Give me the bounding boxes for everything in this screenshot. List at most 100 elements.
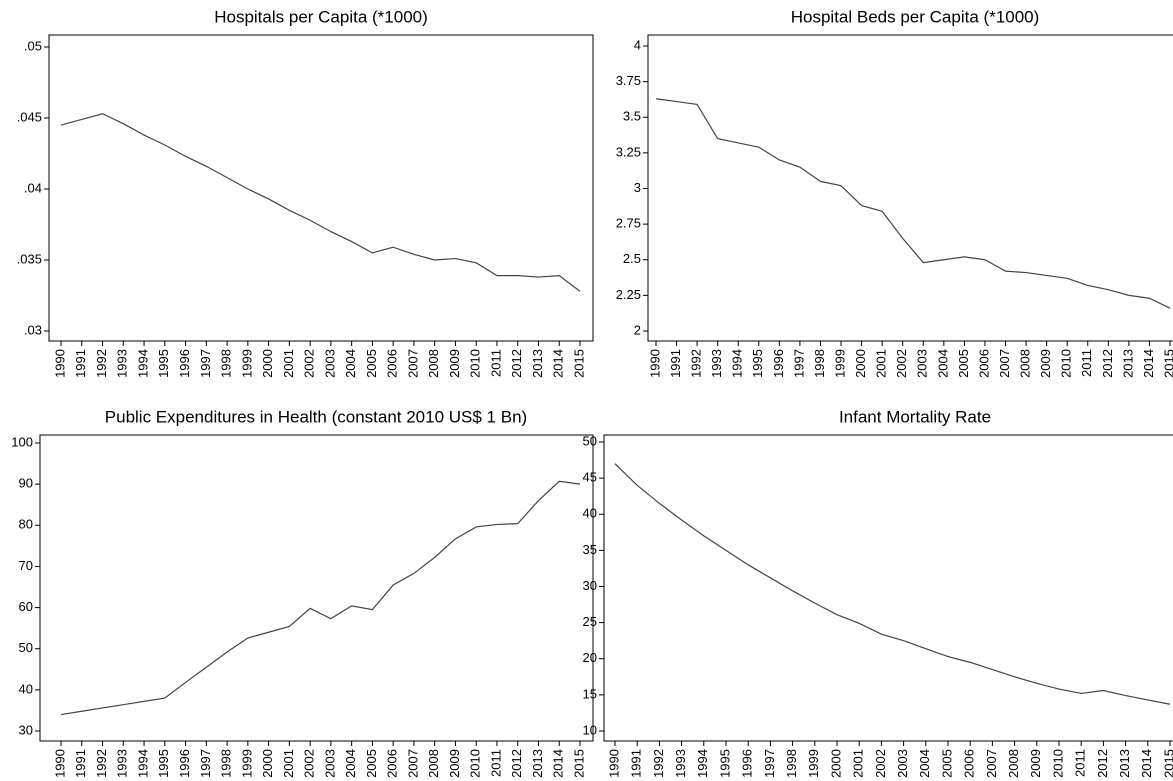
x-tick-label: 1995 bbox=[156, 749, 171, 778]
x-tick-label: 2013 bbox=[530, 349, 545, 378]
y-tick-label: 30 bbox=[19, 722, 33, 737]
y-tick-label: 2.25 bbox=[616, 287, 641, 302]
x-tick-label: 1996 bbox=[771, 349, 786, 378]
x-tick-label: 1990 bbox=[52, 349, 67, 378]
x-tick-label: 1994 bbox=[730, 349, 745, 378]
data-line bbox=[60, 113, 581, 292]
y-tick-label: 3.5 bbox=[623, 109, 641, 124]
x-tick-label: 2004 bbox=[917, 749, 932, 778]
x-tick-label: 1990 bbox=[606, 749, 621, 778]
y-tick-label: .035 bbox=[17, 251, 42, 266]
x-tick-label: 2000 bbox=[853, 349, 868, 378]
x-tick-label: 2000 bbox=[828, 749, 843, 778]
x-tick-label: 1993 bbox=[115, 349, 130, 378]
x-tick-label: 1993 bbox=[115, 749, 130, 778]
y-tick-label: .05 bbox=[24, 38, 42, 53]
x-tick-label: 2006 bbox=[385, 749, 400, 778]
x-tick-label: 1999 bbox=[806, 749, 821, 778]
x-tick-label: 2001 bbox=[874, 349, 889, 378]
x-tick-label: 1996 bbox=[177, 749, 192, 778]
x-tick-label: 2008 bbox=[426, 349, 441, 378]
chart-title: Hospital Beds per Capita (*1000) bbox=[791, 7, 1040, 26]
x-tick-label: 2009 bbox=[1028, 749, 1043, 778]
x-tick-label: 1992 bbox=[94, 749, 109, 778]
x-tick-label: 2003 bbox=[322, 749, 337, 778]
x-tick-label: 2010 bbox=[468, 749, 483, 778]
x-tick-label: 2012 bbox=[509, 349, 524, 378]
y-tick-label: 3.75 bbox=[616, 73, 641, 88]
chart-title: Public Expenditures in Health (constant … bbox=[105, 407, 527, 426]
y-tick-label: 90 bbox=[19, 476, 33, 491]
y-tick-label: 40 bbox=[583, 506, 597, 521]
x-tick-label: 1991 bbox=[668, 349, 683, 378]
x-tick-label: 2007 bbox=[984, 749, 999, 778]
y-tick-label: 70 bbox=[19, 558, 33, 573]
x-tick-label: 1998 bbox=[219, 349, 234, 378]
y-tick-label: 15 bbox=[583, 686, 597, 701]
x-tick-label: 1997 bbox=[791, 349, 806, 378]
plot-frame bbox=[39, 434, 594, 742]
y-tick-label: 10 bbox=[583, 722, 597, 737]
x-tick-label: 2006 bbox=[385, 349, 400, 378]
x-tick-label: 1999 bbox=[832, 349, 847, 378]
x-tick-label: 2005 bbox=[364, 749, 379, 778]
x-tick-label: 1994 bbox=[135, 349, 150, 378]
x-tick-label: 2001 bbox=[281, 749, 296, 778]
x-tick-label: 1992 bbox=[651, 749, 666, 778]
x-tick-label: 2011 bbox=[1079, 349, 1094, 377]
x-tick-label: 1996 bbox=[740, 749, 755, 778]
x-tick-label: 2008 bbox=[426, 749, 441, 778]
x-tick-label: 2013 bbox=[1120, 349, 1135, 378]
panel: Hospitals per Capita (*1000) .03 .035 .04 .0… bbox=[17, 7, 594, 378]
y-tick-label: 20 bbox=[583, 650, 597, 665]
x-tick-label: 2015 bbox=[1161, 749, 1173, 778]
y-tick-label: 2.5 bbox=[623, 251, 641, 266]
y-tick-label: 30 bbox=[583, 578, 597, 593]
x-tick-label: 1991 bbox=[73, 349, 88, 378]
chart-title: Infant Mortality Rate bbox=[839, 407, 991, 426]
x-tick-label: 2015 bbox=[1161, 349, 1173, 378]
y-tick-label: 60 bbox=[19, 599, 33, 614]
y-tick-label: 2.75 bbox=[616, 216, 641, 231]
x-tick-label: 2012 bbox=[1095, 749, 1110, 778]
x-tick-label: 2011 bbox=[1073, 749, 1088, 777]
plot-frame bbox=[647, 34, 1173, 342]
x-tick-label: 2006 bbox=[976, 349, 991, 378]
y-tick-label: 40 bbox=[19, 681, 33, 696]
x-tick-label: 2012 bbox=[509, 749, 524, 778]
x-tick-label: 2000 bbox=[260, 749, 275, 778]
x-tick-label: 1998 bbox=[219, 749, 234, 778]
x-tick-label: 2012 bbox=[1100, 349, 1115, 378]
x-tick-label: 1993 bbox=[673, 749, 688, 778]
x-tick-label: 2002 bbox=[873, 749, 888, 778]
x-tick-label: 1995 bbox=[717, 749, 732, 778]
y-tick-label: 3 bbox=[634, 180, 641, 195]
x-tick-label: 2011 bbox=[488, 749, 503, 777]
x-tick-label: 2008 bbox=[1018, 349, 1033, 378]
panel: Public Expenditures in Health (constant … bbox=[11, 407, 594, 778]
chart-title: Hospitals per Capita (*1000) bbox=[214, 7, 428, 26]
y-tick-label: 45 bbox=[583, 470, 597, 485]
x-tick-label: 2004 bbox=[343, 349, 358, 378]
x-tick-label: 2013 bbox=[530, 749, 545, 778]
y-tick-label: 50 bbox=[583, 433, 597, 448]
y-tick-label: 4 bbox=[634, 37, 641, 52]
data-line bbox=[60, 480, 581, 716]
x-tick-label: 1995 bbox=[750, 349, 765, 378]
x-tick-label: 2011 bbox=[488, 349, 503, 377]
x-tick-label: 1993 bbox=[709, 349, 724, 378]
x-tick-label: 1997 bbox=[198, 749, 213, 778]
x-tick-label: 1999 bbox=[239, 749, 254, 778]
x-tick-label: 2009 bbox=[447, 349, 462, 378]
data-line bbox=[614, 463, 1171, 705]
x-tick-label: 2010 bbox=[1059, 349, 1074, 378]
x-tick-label: 1999 bbox=[239, 349, 254, 378]
x-tick-label: 1991 bbox=[73, 749, 88, 778]
x-tick-label: 2014 bbox=[1139, 749, 1154, 778]
x-tick-label: 1992 bbox=[689, 349, 704, 378]
y-tick-label: 35 bbox=[583, 542, 597, 557]
x-tick-label: 1996 bbox=[177, 349, 192, 378]
x-tick-label: 2013 bbox=[1117, 749, 1132, 778]
x-tick-label: 2003 bbox=[915, 349, 930, 378]
x-tick-label: 2014 bbox=[551, 749, 566, 778]
